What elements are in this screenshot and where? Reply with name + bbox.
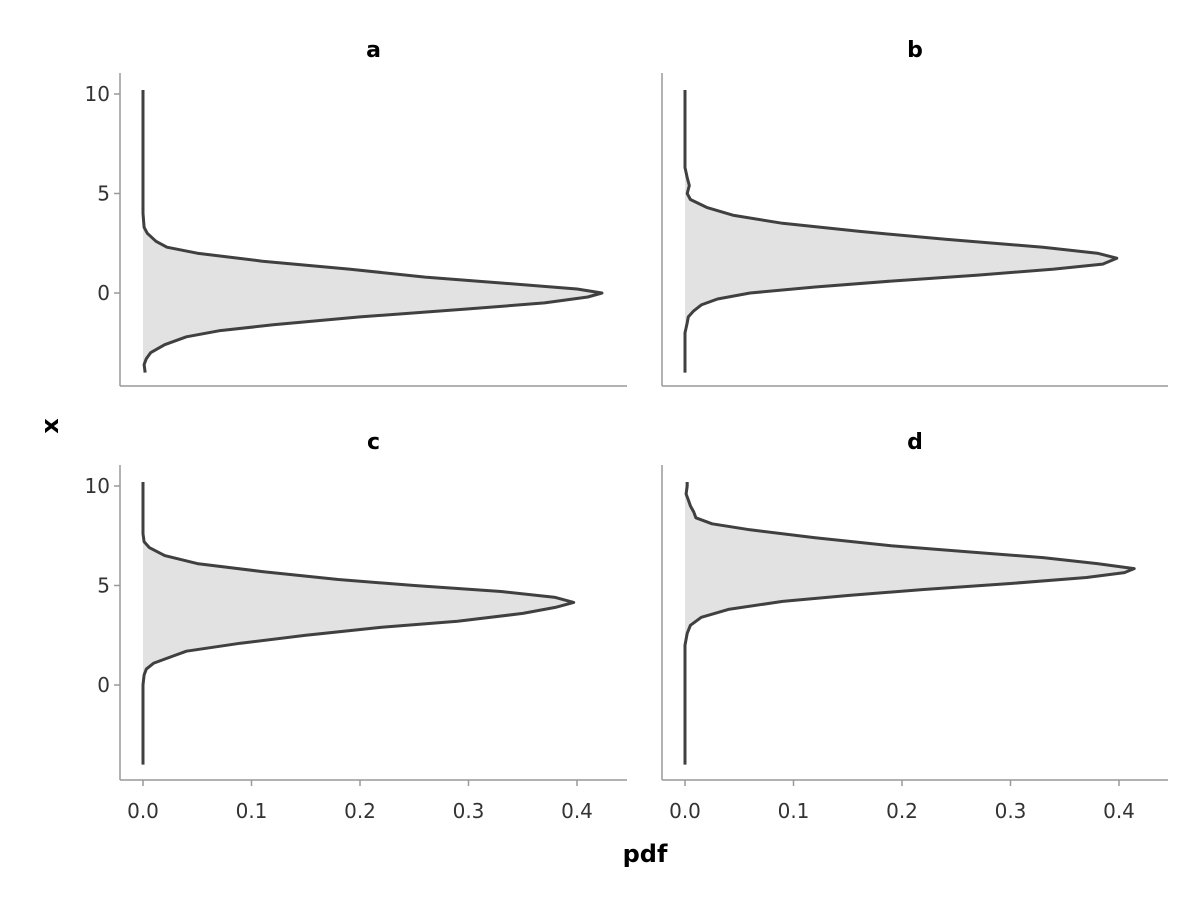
x-tick-label: 0.0 [669,799,701,823]
density-area [143,482,574,765]
y-tick-label: 0 [97,673,110,697]
panel-d: d 0.0 0.1 0.2 0.3 0.4 [661,430,1168,823]
y-tick-label: 10 [85,474,110,498]
y-tick-label: 10 [85,82,110,106]
density-area [143,90,602,373]
x-axis-title: pdf [623,840,668,868]
x-tick-label: 0.2 [344,799,376,823]
y-axis-title: x [36,418,64,434]
density-area [685,482,1135,765]
panel-title: d [907,430,923,455]
density-curve [683,482,1136,765]
x-tick-label: 0.4 [1103,799,1135,823]
density-curve [141,482,576,765]
x-tick-label: 0.1 [236,799,268,823]
density-curve [683,90,1119,373]
density-curve [141,90,604,373]
panel-c: c 10 5 0 0.0 0.1 0.2 0.3 0.4 [85,430,627,823]
y-tick-label: 5 [97,574,110,598]
panel-title: a [366,38,381,63]
panels-layer: a 10 5 0 b c 10 5 0 0.0 0.1 0.2 0.3 0.4 d 0.0 0.1 0.2 0.3 0… [85,38,1168,823]
y-tick-label: 0 [97,281,110,305]
x-tick-label: 0.2 [886,799,918,823]
x-tick-label: 0.3 [995,799,1027,823]
panel-title: c [367,430,380,455]
panel-a: a 10 5 0 [85,38,627,387]
x-tick-label: 0.3 [453,799,485,823]
x-tick-label: 0.4 [561,799,593,823]
y-tick-label: 5 [97,182,110,206]
panel-title: b [907,38,923,63]
density-area [685,90,1117,373]
x-tick-label: 0.0 [127,799,159,823]
panel-b: b [661,38,1168,387]
x-tick-label: 0.1 [778,799,810,823]
